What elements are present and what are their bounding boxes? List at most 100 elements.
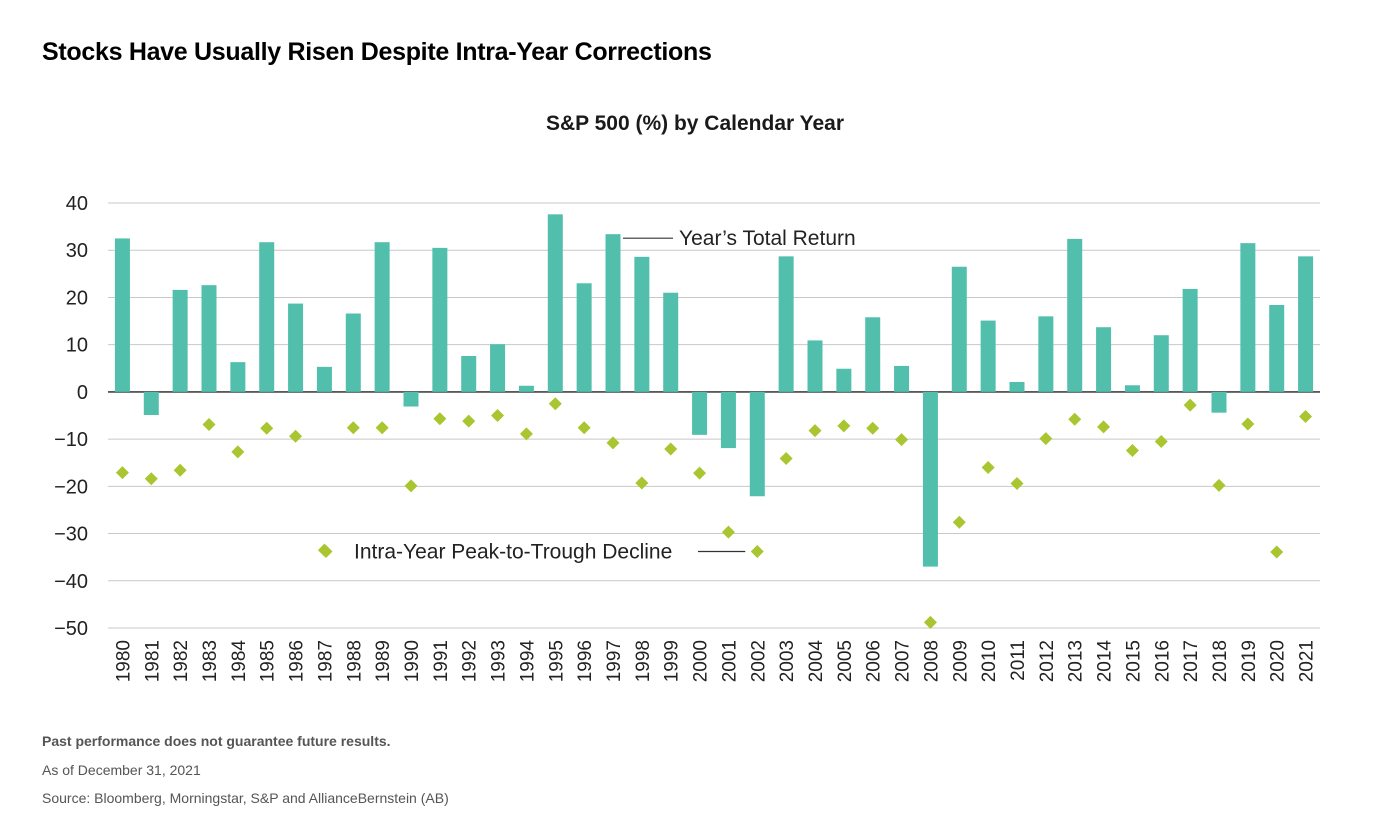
y-tick-labels: 40 30 20 10 0 −10 −20 −30 −40 −50 — [54, 193, 88, 640]
marker-peak-to-trough — [1097, 420, 1111, 434]
marker-peak-to-trough — [346, 421, 360, 435]
marker-peak-to-trough — [202, 417, 216, 431]
marker-peak-to-trough — [981, 460, 995, 474]
as-of-date: As of December 31, 2021 — [42, 762, 201, 778]
marker-peak-to-trough — [1154, 434, 1168, 448]
x-tick-label: 1992 — [460, 640, 481, 682]
x-tick-label: 2007 — [893, 640, 914, 682]
x-tick-label: 2015 — [1123, 640, 1144, 682]
marker-peak-to-trough — [462, 414, 476, 428]
bar-total-return — [576, 283, 592, 392]
x-tick-label: 1990 — [402, 640, 423, 682]
bar-total-return — [1067, 238, 1083, 392]
marker-peak-to-trough — [260, 421, 274, 435]
bar-total-return — [201, 285, 217, 392]
bar-total-return — [403, 391, 419, 407]
x-tick-label: 2001 — [719, 640, 740, 682]
marker-peak-to-trough — [173, 463, 187, 477]
x-tick-label: 2021 — [1297, 640, 1318, 682]
bar-layer — [114, 214, 1314, 567]
x-tick-label: 1996 — [575, 640, 596, 682]
grid-layer — [108, 202, 1320, 629]
x-tick-label: 1984 — [229, 640, 250, 683]
footnote: Past performance does not guarantee futu… — [42, 733, 391, 749]
x-tick-label: 2013 — [1066, 640, 1087, 682]
bar-total-return — [663, 292, 679, 392]
source-note: Source: Bloomberg, Morningstar, S&P and … — [42, 790, 449, 806]
bar-total-return — [1153, 335, 1169, 392]
bar-total-return — [547, 214, 563, 392]
marker-peak-to-trough — [144, 472, 158, 486]
bar-total-return — [951, 266, 967, 392]
x-tick-label: 2006 — [864, 640, 885, 682]
x-tick-label: 1985 — [258, 640, 279, 682]
bar-total-return — [894, 365, 910, 392]
marker-peak-to-trough — [606, 436, 620, 450]
x-tick-label: 1995 — [546, 640, 567, 682]
bar-total-return — [1124, 385, 1140, 392]
marker-peak-to-trough — [721, 525, 735, 539]
marker-peak-to-trough — [635, 476, 649, 490]
y-tick-label: −40 — [54, 571, 88, 593]
y-tick-label: 30 — [66, 240, 88, 262]
marker-peak-to-trough — [866, 421, 880, 435]
marker-peak-to-trough — [808, 424, 822, 438]
x-tick-label: 2017 — [1181, 640, 1202, 682]
marker-peak-to-trough — [1068, 412, 1082, 426]
marker-peak-to-trough — [693, 466, 707, 480]
x-tick-label: 1989 — [373, 640, 394, 682]
bar-total-return — [1182, 288, 1198, 392]
annotation-layer: Year’s Total Return Intra-Year Peak-to-T… — [319, 227, 856, 564]
x-tick-label: 1987 — [315, 640, 336, 682]
x-tick-label: 1986 — [287, 640, 308, 682]
bar-total-return — [172, 289, 188, 392]
bar-total-return — [836, 368, 852, 392]
x-tick-labels: 1980 1981 1982 1983 1984 1985 1986 1987 1988 1989… — [113, 640, 1317, 683]
y-tick-label: 0 — [77, 382, 88, 404]
marker-peak-to-trough — [837, 419, 851, 433]
y-tick-label: −50 — [54, 618, 88, 640]
bar-total-return — [749, 391, 765, 497]
y-tick-label: 20 — [66, 287, 88, 309]
bar-total-return — [1211, 391, 1227, 413]
x-tick-label: 1998 — [633, 640, 654, 682]
bar-total-return — [922, 391, 938, 567]
bar-total-return — [720, 391, 736, 449]
x-tick-label: 2005 — [835, 640, 856, 682]
x-tick-label: 2014 — [1095, 640, 1116, 683]
x-tick-label: 2000 — [691, 640, 712, 682]
marker-peak-to-trough — [491, 409, 505, 422]
x-tick-label: 1999 — [662, 640, 683, 682]
x-tick-label: 2016 — [1152, 640, 1173, 682]
x-tick-label: 2008 — [921, 640, 942, 682]
marker-peak-to-trough — [548, 397, 562, 411]
marker-peak-to-trough — [1241, 417, 1255, 431]
marker-peak-to-trough — [519, 427, 533, 441]
bar-total-return — [634, 256, 650, 392]
page-title: Stocks Have Usually Risen Despite Intra-… — [42, 38, 712, 66]
x-tick-label: 2004 — [806, 640, 827, 683]
y-tick-label: 10 — [66, 335, 88, 357]
bar-total-return — [605, 234, 621, 392]
x-tick-label: 2019 — [1239, 640, 1260, 682]
bar-total-return — [288, 303, 304, 392]
bar-total-return — [1240, 243, 1256, 392]
annotation-peak-to-trough: Intra-Year Peak-to-Trough Decline — [354, 541, 672, 564]
x-tick-label: 1981 — [142, 640, 163, 682]
marker-peak-to-trough — [289, 429, 303, 443]
bar-total-return — [807, 340, 823, 392]
marker-peak-to-trough — [1270, 545, 1284, 559]
marker-layer — [115, 397, 1313, 629]
marker-peak-to-trough — [1010, 477, 1024, 490]
bar-total-return — [114, 238, 130, 392]
bar-total-return — [1038, 316, 1054, 392]
bar-total-return — [374, 242, 390, 392]
chart-title: S&P 500 (%) by Calendar Year — [545, 112, 845, 135]
x-tick-label: 2011 — [1008, 640, 1029, 681]
marker-peak-to-trough — [664, 442, 678, 456]
marker-peak-to-trough — [231, 445, 245, 459]
marker-peak-to-trough — [404, 479, 418, 493]
bar-total-return — [490, 344, 506, 392]
marker-peak-to-trough — [433, 412, 447, 426]
